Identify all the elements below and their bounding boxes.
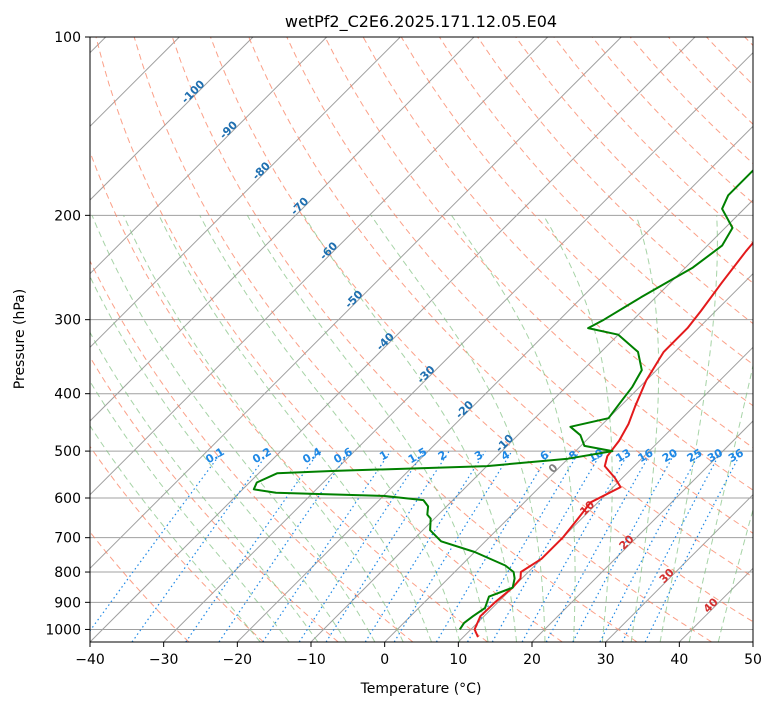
isotherm-line xyxy=(90,37,549,496)
y-tick-label: 1000 xyxy=(45,622,81,638)
moist-adiabat-line xyxy=(303,215,517,642)
mixing-ratio-line xyxy=(435,450,552,642)
y-tick-label: 100 xyxy=(54,30,81,46)
isotherm-line xyxy=(163,51,753,642)
x-tick-label: 40 xyxy=(670,652,688,668)
x-tick-label: −10 xyxy=(296,652,326,668)
x-axis-title: Temperature (°C) xyxy=(360,681,482,697)
moist-adiabat-line xyxy=(659,215,718,642)
moist-adiabat-line xyxy=(630,215,660,642)
x-tick-label: 20 xyxy=(523,652,541,668)
y-axis-title: Pressure (hPa) xyxy=(12,289,28,389)
moist-adiabat-line xyxy=(246,215,489,642)
isotherm-line xyxy=(90,37,622,570)
y-tick-label: 300 xyxy=(54,313,81,329)
mixing-ratio-line xyxy=(599,450,702,642)
y-tick-label: 200 xyxy=(54,208,81,224)
isotherm-line xyxy=(90,37,475,422)
y-tick-label: 500 xyxy=(54,444,81,460)
isotherm-line xyxy=(605,493,753,642)
y-axis-ticks: 100 200 300 400 500 600 700 800 900 1000 xyxy=(45,30,90,638)
y-tick-label: 900 xyxy=(54,595,81,611)
dry-adiabat-line xyxy=(210,37,753,623)
moist-adiabat-line xyxy=(370,215,546,642)
mixing-ratio-line xyxy=(218,450,351,642)
dry-adiabat-line xyxy=(95,37,563,642)
x-axis-ticks: −40 −30 −20 −10 0 10 20 30 40 50 xyxy=(75,642,762,668)
x-tick-label: 30 xyxy=(597,652,615,668)
moist-adiabat-line xyxy=(90,424,261,642)
moist-adiabat-line xyxy=(123,215,404,642)
moist-adiabat-line xyxy=(542,215,613,642)
temperature-profile-line xyxy=(473,241,753,638)
isotherm-line xyxy=(236,125,753,642)
chart-title: wetPf2_C2E6.2025.171.12.05.E04 xyxy=(285,12,557,32)
isotherm-line xyxy=(90,37,401,349)
x-tick-label: 10 xyxy=(449,652,467,668)
isotherm-line xyxy=(90,37,696,642)
moist-adiabat-line xyxy=(90,275,347,642)
x-tick-label: −40 xyxy=(75,652,105,668)
moist-adiabat-line xyxy=(451,215,576,642)
dewpoint-profile-line xyxy=(252,169,753,630)
moist-adiabat-line xyxy=(90,380,290,642)
dry-adiabat-line xyxy=(248,37,753,578)
x-tick-label: 0 xyxy=(380,652,389,668)
mixing-ratio-lines xyxy=(90,450,743,642)
mixing-ratio-line xyxy=(393,450,513,642)
dry-adiabat-line xyxy=(133,37,638,642)
moist-adiabats xyxy=(90,215,753,642)
dry-adiabat-line xyxy=(515,37,753,284)
mixing-ratio-line xyxy=(325,450,450,642)
mixing-ratio-line xyxy=(262,450,392,642)
dry-adiabat-line xyxy=(90,259,414,642)
plot-frame xyxy=(89,36,754,643)
y-tick-label: 700 xyxy=(54,531,81,547)
y-tick-label: 600 xyxy=(54,491,81,507)
sounding-profiles xyxy=(252,169,753,638)
isotherm-line xyxy=(384,272,753,642)
y-tick-label: 800 xyxy=(54,565,81,581)
mixing-ratio-line xyxy=(298,450,425,642)
isotherm-line xyxy=(90,37,328,275)
dry-adiabat-line xyxy=(324,37,753,491)
plot-area: 0.1 0.2 0.4 0.6 1 1.5 2 3 4 6 8 10 13 16 20 25 30 36-100-… xyxy=(90,37,753,642)
dry-adiabat-line xyxy=(286,37,753,534)
mixing-ratio-line xyxy=(185,450,320,642)
mixing-ratio-line xyxy=(572,450,677,642)
isotherm-line xyxy=(531,420,753,642)
y-tick-label: 400 xyxy=(54,387,81,403)
isotherm-line xyxy=(90,37,254,201)
isotherms xyxy=(90,37,753,642)
moist-adiabat-line xyxy=(199,215,461,642)
x-tick-label: −30 xyxy=(149,652,179,668)
x-tick-label: −20 xyxy=(223,652,253,668)
mixing-ratio-line xyxy=(364,450,486,642)
x-tick-label: 50 xyxy=(744,652,762,668)
mixing-ratio-line xyxy=(466,450,580,642)
dry-adiabat-line xyxy=(90,445,264,642)
moist-adiabat-line xyxy=(91,215,376,642)
dry-adiabat-line xyxy=(171,37,712,642)
moist-adiabat-line xyxy=(158,215,432,642)
moist-adiabat-line xyxy=(90,331,319,642)
